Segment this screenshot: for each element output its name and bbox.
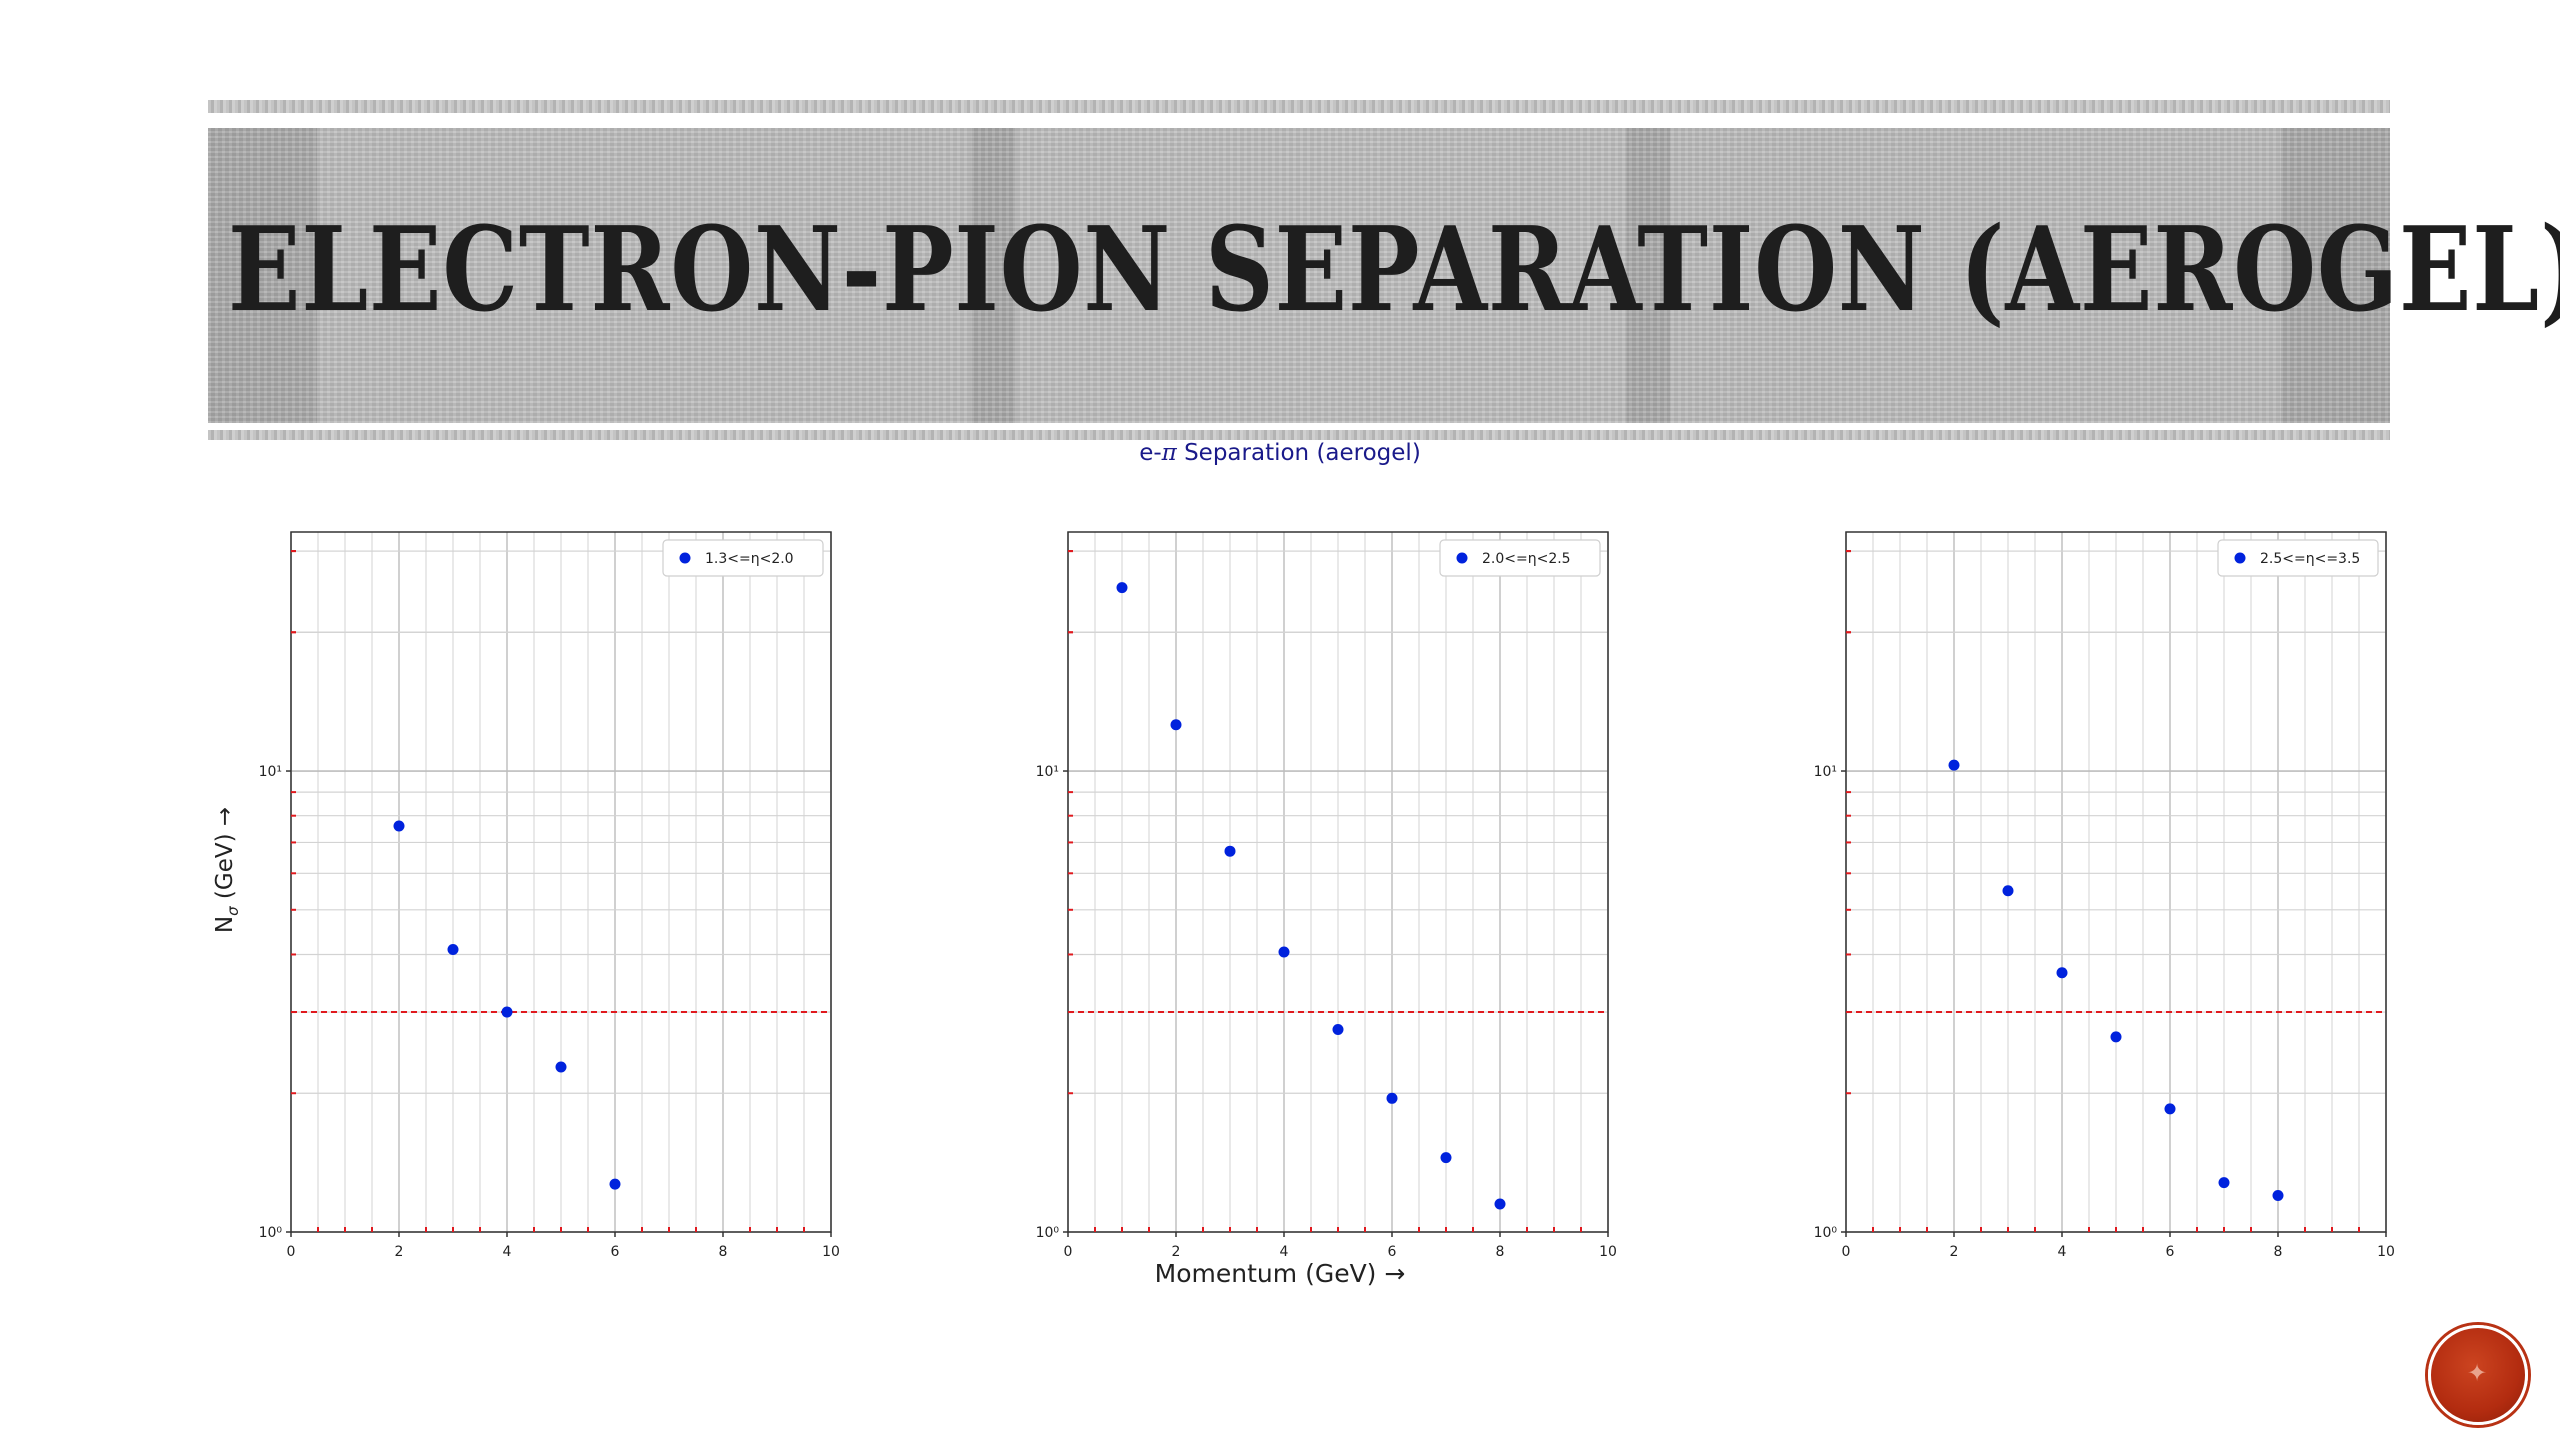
x-tick-label: 6 [1388,1244,1397,1260]
data-point [2218,1177,2230,1189]
y-tick-label: 10⁰ [1814,1225,1838,1241]
slide-number-badge[interactable]: ✦ [2428,1325,2528,1425]
x-tick-label: 2 [395,1244,404,1260]
data-point [1494,1198,1506,1210]
legend-box [1439,539,1601,577]
data-point [2002,885,2014,897]
x-tick-label: 8 [719,1244,728,1260]
legend-marker [679,552,691,564]
x-tick-label: 6 [2166,1244,2175,1260]
x-tick-label: 4 [503,1244,512,1260]
y-tick-label: 10¹ [1036,764,1059,780]
data-point [2164,1103,2176,1115]
data-point [501,1006,513,1018]
y-axis-label-prefix: N [212,916,238,933]
x-tick-label: 4 [1280,1244,1289,1260]
data-point [1278,946,1290,958]
data-point [609,1178,621,1190]
figure-title: e-π Separation (aerogel) [0,440,2560,466]
x-tick-label: 0 [1842,1244,1851,1260]
legend-box [2217,539,2379,577]
y-axis-label: Nσ (GeV) → [212,807,242,933]
x-tick-label: 10 [822,1244,840,1260]
chart-panel-1: 0 2 4 6 8 10 10⁰ 10¹ 1.3<=η<2.0 [259,531,840,1260]
x-tick-label: 8 [2274,1244,2283,1260]
x-tick-label: 10 [2377,1244,2395,1260]
data-point [555,1061,567,1073]
y-axis-label-suffix: (GeV) → [212,807,238,907]
data-point [1386,1092,1398,1104]
x-tick-label: 8 [1496,1244,1505,1260]
chart-panel-2: 0 2 4 6 8 10 10⁰ 10¹ 2.0<=η<2.5 [1036,531,1617,1260]
data-point [1224,845,1236,857]
legend-marker [1456,552,1468,564]
data-point [1948,759,1960,771]
x-tick-label: 0 [1064,1244,1073,1260]
legend-label: 2.5<=η<=3.5 [2260,551,2360,567]
bottom-rule [208,430,2390,440]
x-tick-label: 6 [611,1244,620,1260]
y-tick-label: 10¹ [1814,764,1837,780]
data-point [447,944,459,956]
data-point [2110,1031,2122,1043]
data-point [2272,1189,2284,1201]
data-point [2056,967,2068,979]
x-tick-label: 2 [1950,1244,1959,1260]
x-tick-label: 10 [1599,1244,1617,1260]
x-tick-label: 2 [1172,1244,1181,1260]
title-band [208,128,2390,423]
y-tick-label: 10⁰ [259,1225,283,1241]
figure-title-prefix: e- [1139,440,1162,466]
y-axis-label-sub: σ [224,906,242,916]
legend-marker [2234,552,2246,564]
top-rule [208,100,2390,113]
legend-box [662,539,824,577]
x-tick-label: 0 [287,1244,296,1260]
x-axis-label: Momentum (GeV) → [1155,1259,1406,1288]
slide-badge-icon: ✦ [2466,1359,2488,1387]
figure-title-symbol: π [1161,440,1177,466]
x-tick-label: 4 [2058,1244,2067,1260]
data-point [1440,1152,1452,1164]
data-point [1116,582,1128,594]
data-point [1170,719,1182,731]
legend-label: 1.3<=η<2.0 [705,551,794,567]
y-tick-label: 10¹ [259,764,282,780]
data-point [1332,1023,1344,1035]
data-point [393,820,405,832]
y-tick-label: 10⁰ [1036,1225,1060,1241]
chart-panel-3: 0 2 4 6 8 10 10⁰ 10¹ 2.5<=η<=3.5 [1814,531,2395,1260]
legend-label: 2.0<=η<2.5 [1482,551,1571,567]
figure-title-suffix: Separation (aerogel) [1176,440,1421,466]
